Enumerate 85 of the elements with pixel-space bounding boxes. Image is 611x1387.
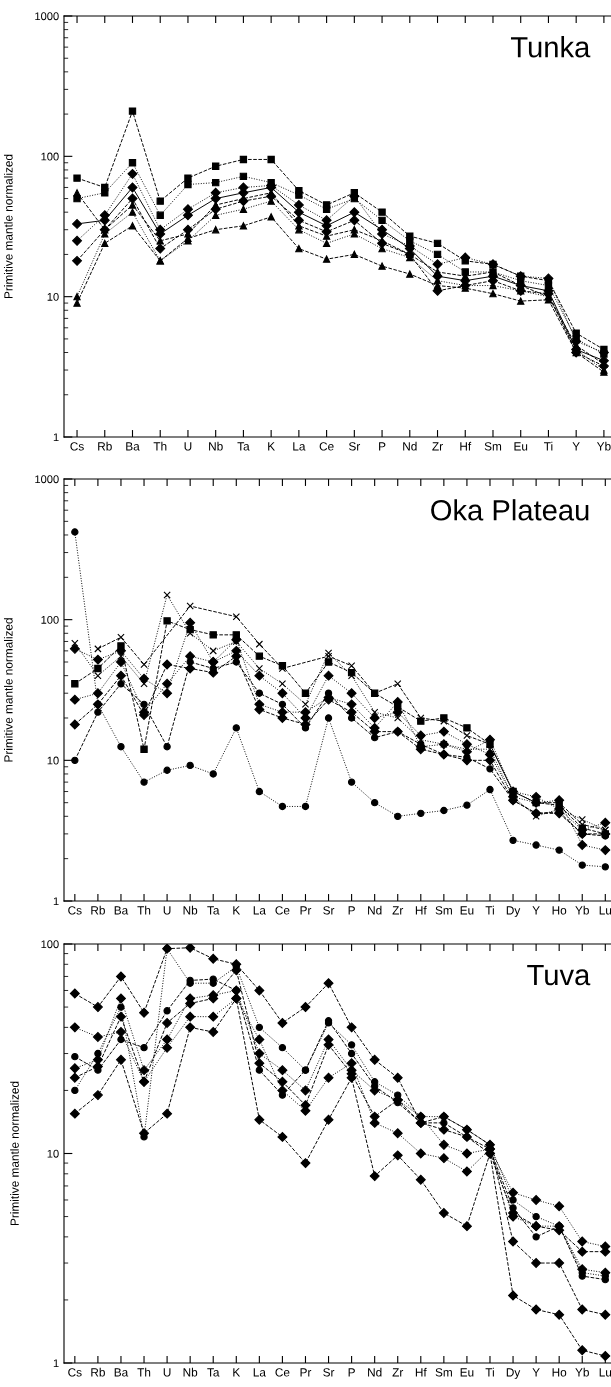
y-axis-title: Primitive mantle normalized <box>3 618 13 762</box>
y-tick-label: 100 <box>41 615 59 624</box>
x-tick-label: P <box>379 442 386 451</box>
x-tick-label: Ta <box>237 442 250 451</box>
y-axis-title: Primitive mantle normalized <box>10 1081 19 1226</box>
x-tick-label: Ba <box>114 1368 129 1377</box>
x-tick-label: Yb <box>575 1367 589 1377</box>
x-tick-label: Sm <box>435 906 452 915</box>
x-tick-label: Ti <box>485 1367 494 1377</box>
y-tick-label: 1000 <box>35 12 59 21</box>
y-tick-label: 10 <box>47 1149 59 1158</box>
y-tick-label: 100 <box>41 152 59 161</box>
text: Tunka <box>510 36 591 58</box>
x-tick-label: Nb <box>183 905 198 915</box>
x-tick-label: U <box>163 1368 171 1377</box>
x-tick-label: La <box>293 442 306 451</box>
x-tick-label: Ta <box>207 1368 220 1377</box>
x-tick-label: Lu <box>599 1368 611 1377</box>
x-tick-label: Nb <box>183 1367 198 1377</box>
x-tick-label: Nd <box>403 441 417 451</box>
x-tick-label: Yb <box>575 905 589 915</box>
x-tick-label: Ba <box>114 906 129 915</box>
x-tick-label: Sr <box>323 1368 335 1377</box>
x-tick-label: Hf <box>415 905 427 915</box>
x-tick-label: Pr <box>300 1368 312 1377</box>
text: Oka Plateau <box>431 499 589 521</box>
x-tick-label: Rb <box>91 1367 105 1377</box>
x-tick-label: Eu <box>460 1368 474 1377</box>
x-tick-label: Y <box>532 1368 540 1377</box>
x-tick-label: K <box>268 442 275 451</box>
x-tick-label: Nb <box>209 441 223 451</box>
x-tick-label: Rb <box>91 905 105 915</box>
x-tick-label: Dy <box>506 906 521 917</box>
x-tick-label: Ce <box>275 1368 290 1377</box>
x-tick-label: Eu <box>460 906 474 915</box>
x-tick-label: P <box>348 906 355 915</box>
x-tick-label: Ce <box>319 442 334 451</box>
y-tick-label: 100 <box>41 940 59 949</box>
x-tick-label: Ta <box>207 906 220 915</box>
x-tick-label: Th <box>137 905 151 915</box>
y-tick-label: 1 <box>53 1359 59 1368</box>
x-tick-label: K <box>233 906 241 915</box>
x-tick-label: Ho <box>552 1368 567 1377</box>
x-tick-label: Ba <box>126 442 140 451</box>
x-tick-label: Zr <box>432 442 443 451</box>
y-tick-label: 1 <box>53 433 59 442</box>
y-tick-label: 10 <box>47 292 59 301</box>
x-tick-label: Hf <box>460 441 472 451</box>
x-tick-label: Ho <box>552 906 567 915</box>
x-tick-label: K <box>233 1368 241 1377</box>
x-tick-label: Yb <box>596 441 611 451</box>
y-tick-label: 1 <box>53 897 59 906</box>
x-tick-label: U <box>163 906 171 915</box>
x-tick-label: Hf <box>415 1367 427 1377</box>
x-tick-label: Eu <box>514 442 528 451</box>
x-tick-label: Lu <box>599 906 611 915</box>
x-tick-label: Ce <box>275 906 290 915</box>
x-tick-label: Y <box>532 906 540 915</box>
x-tick-label: La <box>253 906 266 915</box>
x-tick-label: Ti <box>485 905 494 915</box>
text: Tuva <box>527 965 591 986</box>
x-tick-label: Rb <box>98 441 112 451</box>
x-tick-label: Sr <box>323 906 335 915</box>
x-tick-label: Cs <box>68 906 82 915</box>
x-tick-label: Ti <box>544 441 553 451</box>
x-tick-label: Sm <box>484 442 502 451</box>
x-tick-label: Y <box>572 442 580 451</box>
x-tick-label: Nd <box>368 1367 382 1377</box>
x-tick-label: P <box>348 1368 355 1377</box>
x-tick-label: Zr <box>392 1368 404 1377</box>
y-tick-label: 10 <box>47 756 59 765</box>
x-tick-label: Zr <box>392 906 404 915</box>
x-tick-label: U <box>184 442 192 451</box>
x-tick-label: Cs <box>70 442 84 451</box>
x-tick-label: Th <box>137 1367 151 1377</box>
x-tick-label: Th <box>153 441 167 451</box>
x-tick-label: Cs <box>68 1368 82 1377</box>
x-tick-label: Dy <box>506 1368 521 1379</box>
x-tick-label: Sr <box>348 442 361 451</box>
x-tick-label: Sm <box>435 1368 452 1377</box>
x-tick-label: La <box>253 1368 266 1377</box>
y-axis-title: Primitive mantle normalized <box>3 154 13 299</box>
x-tick-label: Pr <box>300 906 312 915</box>
y-tick-label: 1000 <box>35 475 59 484</box>
x-tick-label: Nd <box>368 905 382 915</box>
